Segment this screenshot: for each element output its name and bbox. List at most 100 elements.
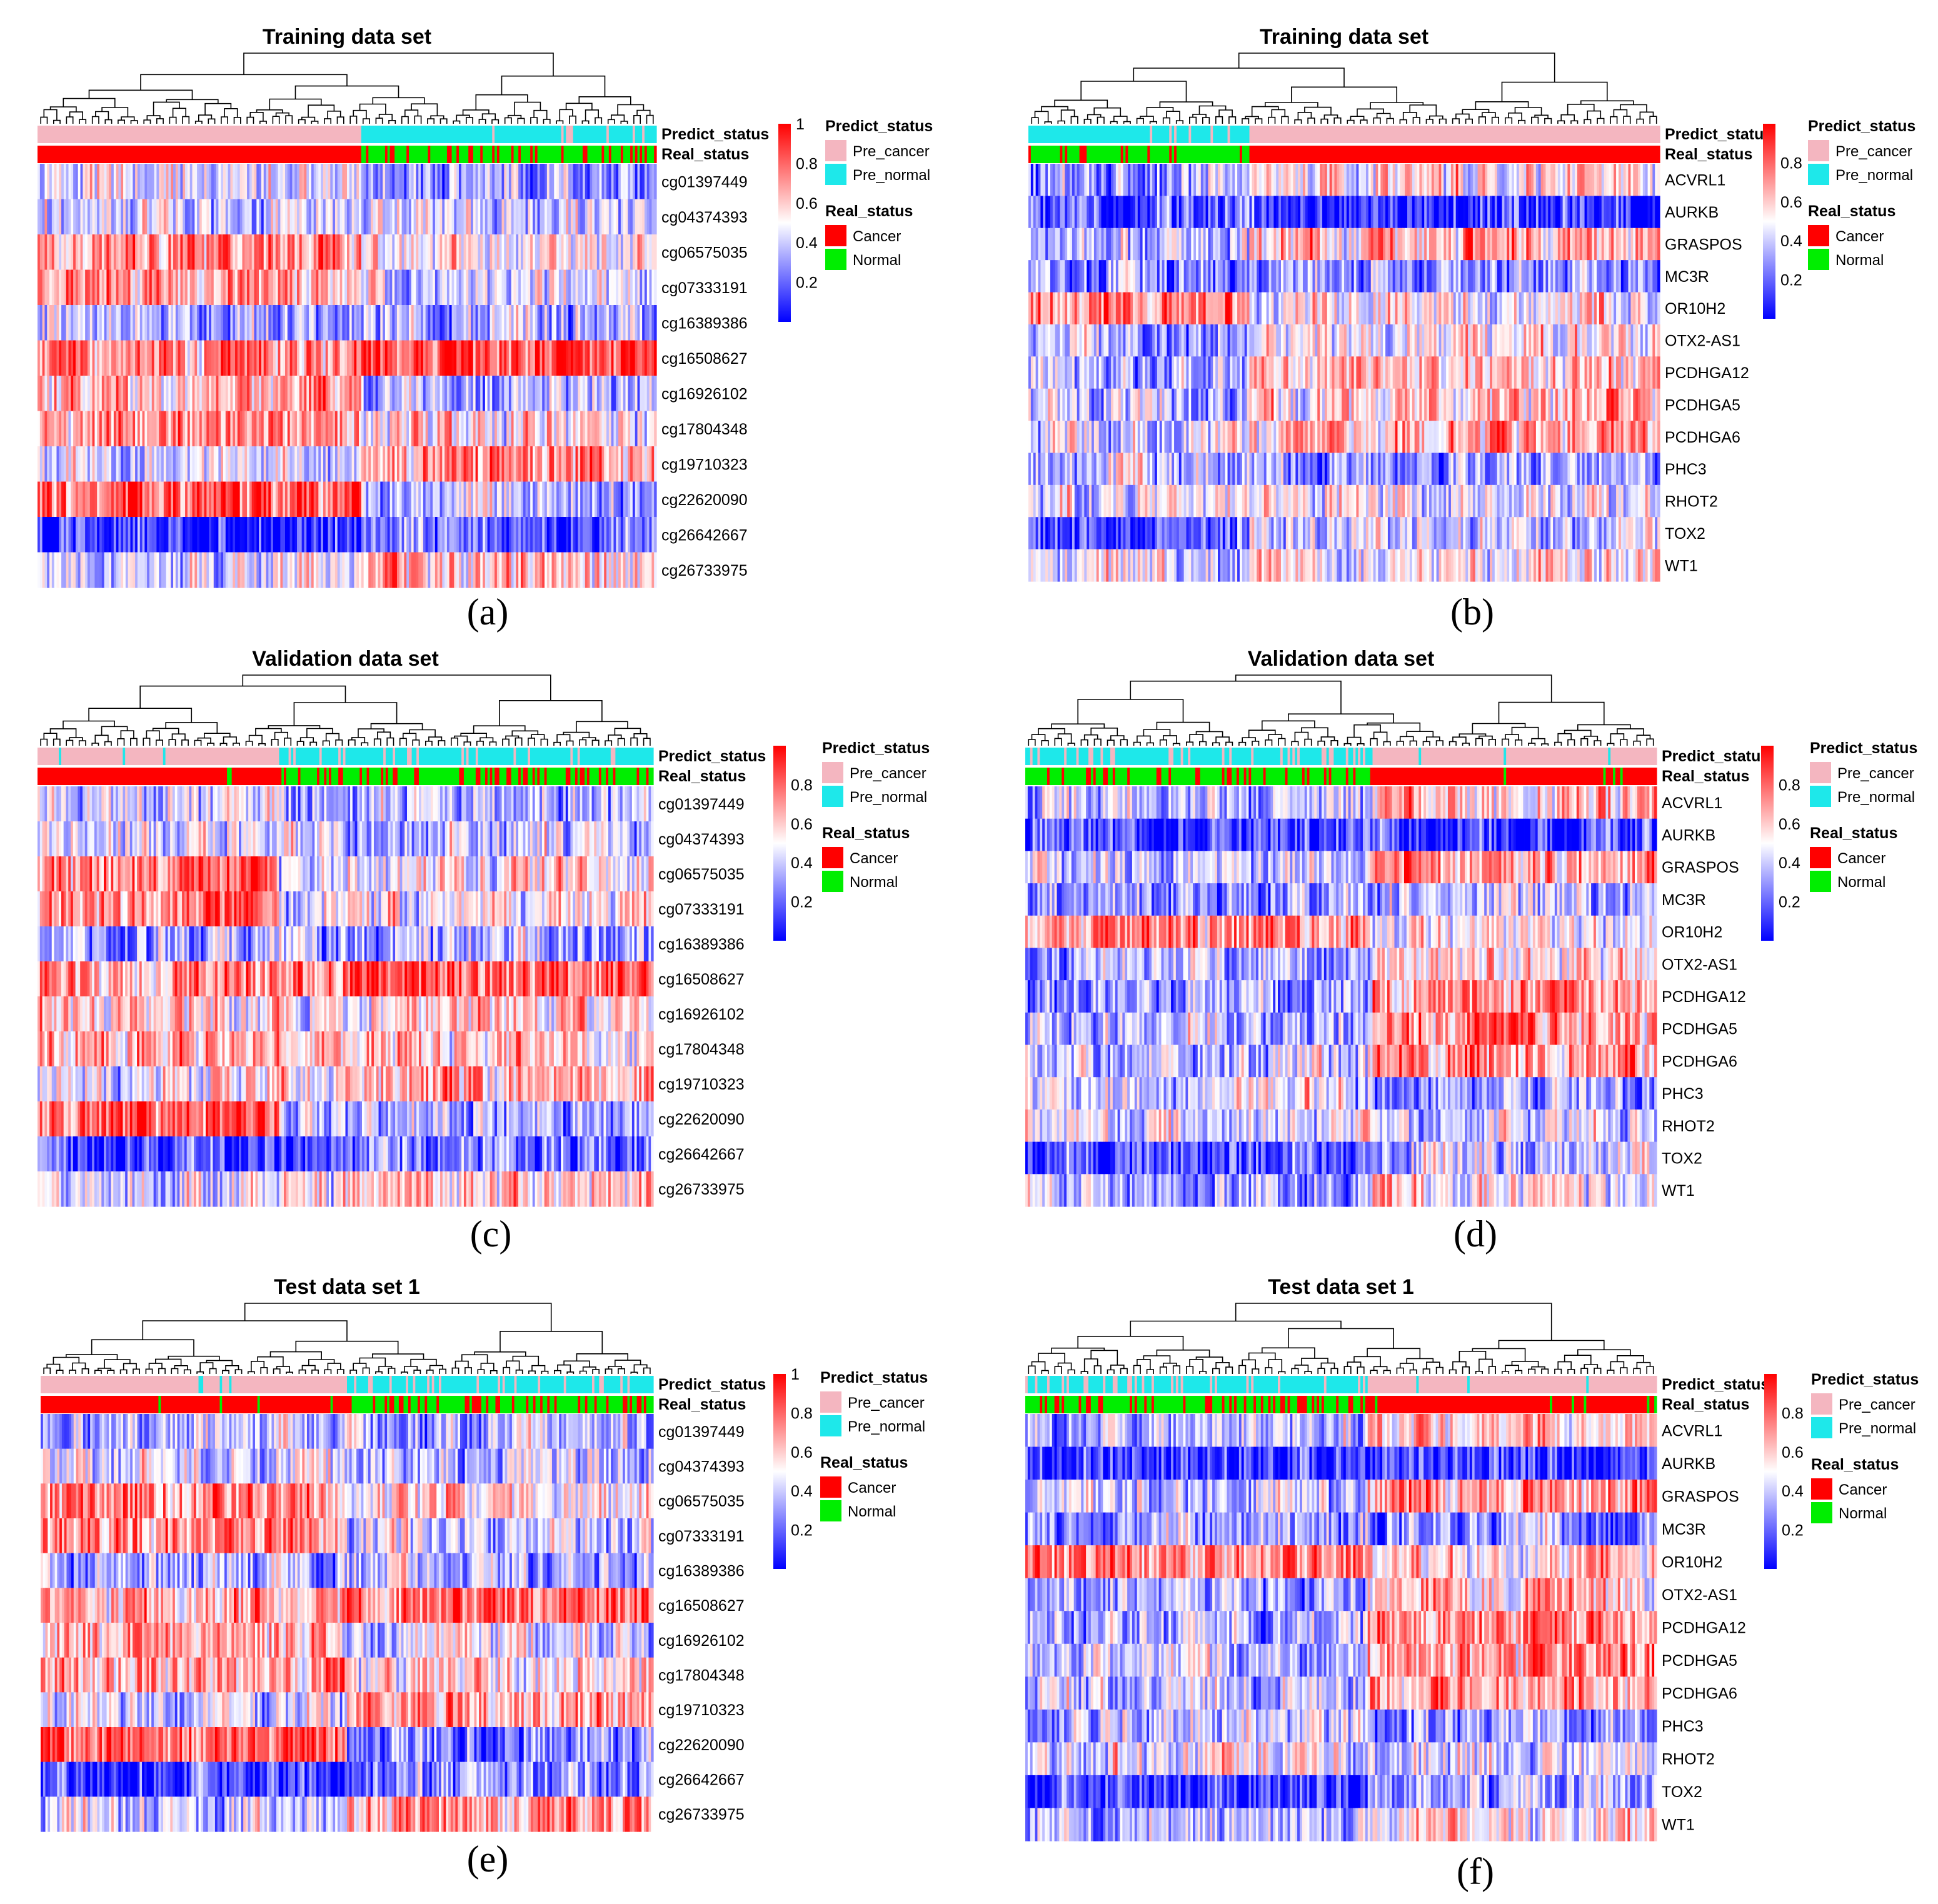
heatmap-cell — [199, 164, 203, 200]
heatmap-cell — [549, 517, 553, 553]
heatmap-cell — [125, 517, 129, 553]
heatmap-cell — [66, 446, 69, 483]
heatmap-cell — [473, 305, 476, 341]
heatmap-cell — [492, 411, 495, 447]
predict-status-cell — [159, 126, 162, 143]
heatmap-cell — [406, 411, 409, 447]
heatmap-cell — [1183, 164, 1187, 196]
predict-status-cell — [1298, 126, 1301, 143]
heatmap-cell — [301, 411, 305, 447]
heatmap-cell — [473, 446, 476, 483]
heatmap-cell — [1436, 164, 1440, 196]
heatmap-cell — [642, 481, 645, 518]
heatmap-cell — [311, 199, 314, 235]
heatmap-cell — [171, 199, 174, 235]
real-status-cell — [1485, 146, 1488, 163]
heatmap-cell — [344, 446, 348, 483]
predict-status-cell — [475, 126, 479, 143]
heatmap-cell — [446, 411, 450, 447]
heatmap-cell — [1557, 164, 1561, 196]
heatmap-cell — [299, 552, 303, 588]
heatmap-cell — [194, 411, 198, 447]
heatmap-cell — [51, 234, 55, 271]
heatmap-cell — [1538, 228, 1542, 261]
legend-item-label: Normal — [853, 252, 901, 269]
heatmap-cell — [1599, 196, 1602, 229]
heatmap-cell — [118, 340, 121, 376]
heatmap-cell — [180, 234, 183, 271]
heatmap-cell — [1534, 164, 1537, 196]
heatmap-cell — [106, 552, 109, 588]
heatmap-cell — [123, 517, 126, 553]
heatmap-cell — [1433, 164, 1437, 196]
heatmap-cell — [1529, 164, 1532, 196]
heatmap-cell — [1213, 196, 1216, 229]
heatmap-cell — [618, 446, 621, 483]
heatmap-cell — [1422, 228, 1425, 261]
heatmap-cell — [523, 552, 526, 588]
heatmap-cell — [268, 552, 271, 588]
heatmap-cell — [480, 305, 483, 341]
predict-status-cell — [1390, 126, 1393, 143]
heatmap-cell — [1446, 196, 1449, 229]
real-status-cell — [337, 146, 341, 163]
heatmap-cell — [566, 481, 569, 518]
heatmap-cell — [599, 234, 603, 271]
predict-status-cell — [1130, 126, 1133, 143]
heatmap-cell — [1074, 196, 1078, 229]
heatmap-cell — [1652, 164, 1655, 196]
heatmap-cell — [94, 481, 98, 518]
real-status-cell — [1324, 146, 1328, 163]
heatmap-cell — [1453, 196, 1457, 229]
heatmap-cell — [1322, 196, 1325, 229]
predict-status-cell — [1278, 126, 1282, 143]
heatmap-cell — [47, 305, 50, 341]
heatmap-cell — [133, 234, 136, 271]
real-status-cell — [1298, 146, 1301, 163]
heatmap-cell — [337, 481, 341, 518]
predict-status-cell — [342, 126, 345, 143]
heatmap-cell — [1079, 228, 1083, 261]
heatmap-cell — [92, 481, 95, 518]
heatmap-cell — [359, 164, 362, 200]
heatmap-cell — [118, 552, 121, 588]
heatmap-cell — [323, 446, 326, 483]
predict-status-cell — [316, 126, 319, 143]
heatmap-cell — [437, 411, 441, 447]
predict-status-cell — [297, 126, 300, 143]
heatmap-cell — [283, 517, 286, 553]
heatmap-cell — [499, 340, 503, 376]
heatmap-cell — [520, 517, 524, 553]
heatmap-cell — [325, 411, 329, 447]
heatmap-cell — [328, 411, 331, 447]
heatmap-cell — [280, 446, 283, 483]
heatmap-cell — [611, 164, 615, 200]
heatmap-cell — [337, 411, 341, 447]
heatmap-cell — [1167, 196, 1170, 229]
heatmap-cell — [339, 305, 343, 341]
heatmap-cell — [590, 411, 593, 447]
predict-status-cell — [563, 126, 566, 143]
heatmap-cell — [209, 305, 212, 341]
heatmap-cell — [640, 552, 643, 588]
predict-status-cell — [211, 126, 214, 143]
real-status-cell — [625, 146, 628, 163]
predict-status-cell — [1487, 126, 1490, 143]
heatmap-cell — [1353, 196, 1357, 229]
heatmap-cell — [189, 234, 193, 271]
real-status-cell — [363, 146, 367, 163]
heatmap-cell — [204, 552, 207, 588]
heatmap-cell — [487, 305, 491, 341]
heatmap-cell — [54, 411, 58, 447]
heatmap-cell — [545, 411, 548, 447]
heatmap-cell — [471, 446, 474, 483]
predict-status-cell — [201, 126, 205, 143]
heatmap-cell — [147, 269, 150, 306]
heatmap-cell — [1098, 164, 1102, 196]
heatmap-cell — [554, 269, 557, 306]
heatmap-cell — [247, 305, 250, 341]
predict-status-cell — [330, 126, 333, 143]
heatmap-cell — [204, 340, 207, 376]
heatmap-cell — [168, 269, 171, 306]
real-status-cell — [1635, 146, 1639, 163]
